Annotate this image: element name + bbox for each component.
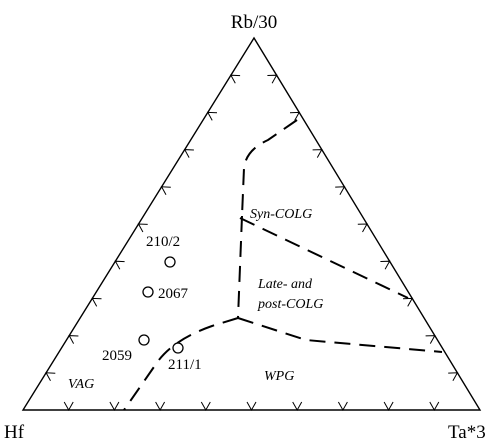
tick-mark <box>68 335 79 344</box>
tick-mark <box>292 401 303 412</box>
tick-mark <box>63 401 74 412</box>
sample-label-2067: 2067 <box>158 286 189 302</box>
tick-mark <box>206 111 218 121</box>
field-label-late-post-colg-1: Late- and <box>257 277 313 292</box>
field-label-vag: VAG <box>68 377 94 392</box>
tick-mark <box>429 401 440 412</box>
sample-point-2059 <box>138 334 150 346</box>
tick-mark <box>357 223 368 233</box>
tick-mark <box>402 297 414 307</box>
tick-mark <box>137 223 148 233</box>
tick-mark <box>425 335 436 344</box>
tick-mark <box>91 297 102 307</box>
tick-mark <box>267 74 278 84</box>
field-label-late-post-colg-2: post-COLG <box>257 297 323 312</box>
field-label-wpg: WPG <box>264 369 294 384</box>
tick-mark <box>335 186 346 196</box>
tick-mark <box>380 260 391 270</box>
boundary-vertical <box>237 215 243 319</box>
tick-mark <box>183 149 194 158</box>
tick-mark <box>114 260 125 270</box>
boundary-wpg-top <box>237 317 443 353</box>
sample-point-210-2 <box>164 256 176 268</box>
tick-mark <box>246 401 257 412</box>
tick-mark <box>337 401 348 412</box>
sample-point-2067 <box>142 286 154 298</box>
apex-label-left: Hf <box>4 422 25 442</box>
tick-mark <box>448 372 459 382</box>
tick-mark <box>289 111 301 121</box>
sample-label-210-2: 210/2 <box>146 234 180 250</box>
tick-mark <box>200 401 211 412</box>
tick-mark <box>230 74 241 84</box>
tick-marks <box>45 74 459 412</box>
apex-label-top: Rb/30 <box>231 12 277 33</box>
sample-point-211-1 <box>172 342 184 354</box>
tick-mark <box>383 401 394 412</box>
apex-label-right: Ta*3 <box>448 422 486 442</box>
sample-label-211-1: 211/1 <box>168 357 202 373</box>
sample-label-2059: 2059 <box>102 348 132 364</box>
tick-mark <box>45 372 56 382</box>
tick-mark <box>109 401 120 412</box>
tick-mark <box>312 149 323 158</box>
boundary-top-arc <box>241 119 298 217</box>
boundary-syn-colg <box>239 217 409 299</box>
tick-mark <box>160 186 171 196</box>
tick-mark <box>155 401 166 412</box>
field-label-syn-colg: Syn-COLG <box>250 207 312 222</box>
